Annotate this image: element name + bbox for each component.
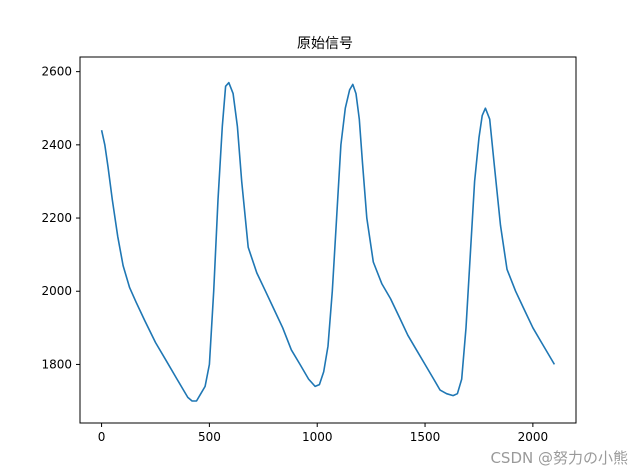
y-tick-label: 2600 — [41, 65, 72, 79]
x-tick-label: 1000 — [302, 430, 333, 444]
watermark-text: CSDN @努力の小熊 — [490, 449, 628, 467]
x-axis: 0 500 1000 1500 2000 — [98, 423, 548, 444]
chart-title: 原始信号 — [297, 36, 353, 52]
y-tick-label: 2400 — [41, 138, 72, 152]
y-axis: 1800 2000 2200 2400 2600 — [41, 65, 80, 371]
axes-frame — [79, 56, 577, 424]
x-tick-label: 1500 — [410, 430, 441, 444]
plot-area — [100, 81, 556, 402]
x-tick-label: 2000 — [518, 430, 549, 444]
x-tick-label: 500 — [198, 430, 221, 444]
y-tick-label: 2200 — [41, 211, 72, 225]
series-line — [100, 81, 556, 402]
y-tick-label: 1800 — [41, 357, 72, 371]
y-tick-label: 2000 — [41, 284, 72, 298]
x-tick-label: 0 — [98, 430, 106, 444]
